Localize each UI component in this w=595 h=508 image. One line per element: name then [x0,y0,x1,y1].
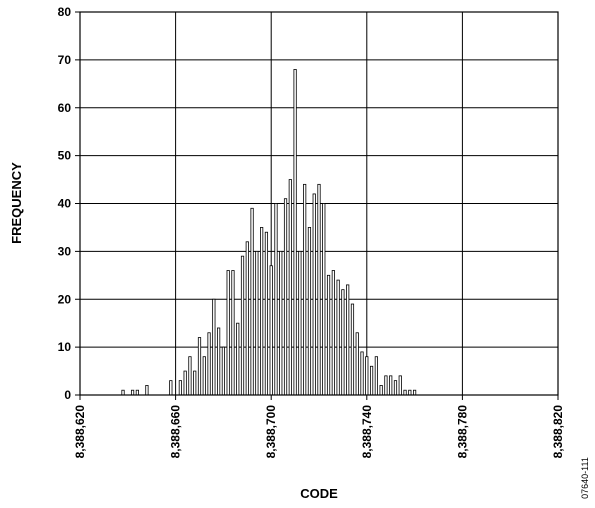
bar-8388730 [341,289,345,396]
bar-8388748 [384,375,388,396]
bar-8388726 [331,270,335,396]
bar-8388718 [312,193,316,396]
bar-8388754 [398,375,402,396]
y-tick-label: 40 [58,197,72,211]
bar-8388750 [389,375,393,396]
bar-8388698 [264,231,269,396]
bar-8388728 [336,279,340,396]
bar-8388738 [360,351,364,396]
bar-8388720 [317,183,321,396]
bar-8388744 [374,356,378,396]
x-tick-label: 8,388,820 [551,405,565,459]
bar-8388700 [269,265,273,396]
bar-8388668 [193,370,197,396]
y-axis-ticks: 0 10 20 30 40 50 60 70 80 [58,5,80,402]
bar-8388708 [288,179,292,396]
y-tick-label: 10 [58,340,72,354]
x-tick-label: 8,388,780 [455,405,469,459]
x-tick-label: 8,388,700 [264,405,278,459]
bar-8388722 [322,203,326,396]
bar-8388740 [365,356,369,396]
bar-8388676 [212,298,216,396]
bar-8388712 [298,250,302,396]
x-axis-ticks: 8,388,620 8,388,660 8,388,700 8,388,740 8,38… [73,395,565,458]
y-tick-label: 70 [58,53,72,67]
bar-8388758 [408,389,412,396]
bar-8388714 [303,183,307,396]
figure-id: 07640-111 [580,457,590,499]
bar-8388732 [346,284,350,396]
y-tick-label: 50 [58,149,72,163]
bar-8388648 [145,385,149,396]
x-axis-title: CODE [300,486,338,501]
bar-8388746 [379,385,383,396]
bar-8388686 [236,322,240,396]
y-tick-label: 20 [58,292,72,306]
y-tick-label: 30 [58,244,72,258]
bar-8388658 [169,380,173,396]
bar-8388752 [393,380,398,396]
bar-8388724 [326,274,331,396]
bar-8388756 [403,389,407,396]
bar-8388734 [350,303,355,396]
bar-8388716 [307,227,312,396]
x-tick-label: 8,388,740 [360,405,374,459]
bar-8388672 [202,356,206,396]
bar-8388678 [217,327,221,396]
bar-8388664 [183,370,187,396]
bar-8388680 [221,346,225,396]
bar-8388638 [121,389,125,396]
bar-8388670 [197,337,202,396]
bar-8388642 [130,389,135,396]
x-tick-label: 8,388,620 [73,405,87,459]
bar-8388706 [283,198,288,396]
histogram-bars [121,69,417,396]
bar-8388742 [369,365,374,396]
bar-8388682 [226,270,230,396]
y-axis-title: FREQUENCY [9,162,24,244]
bar-8388704 [279,250,283,396]
bar-8388644 [135,389,139,396]
bar-8388694 [255,250,259,396]
bar-8388696 [260,227,264,396]
bar-8388662 [178,380,182,396]
y-tick-label: 80 [58,5,72,19]
bar-8388692 [250,207,254,396]
bar-8388702 [274,203,278,396]
bar-8388736 [355,332,359,396]
bar-8388690 [245,241,249,396]
bar-8388710 [293,69,297,396]
y-tick-label: 0 [64,388,71,402]
bar-8388674 [207,332,211,396]
bar-8388666 [188,356,192,396]
bar-8388688 [240,255,245,396]
y-tick-label: 60 [58,101,72,115]
bar-8388684 [231,270,235,396]
bar-8388760 [412,389,417,396]
x-tick-label: 8,388,660 [169,405,183,459]
